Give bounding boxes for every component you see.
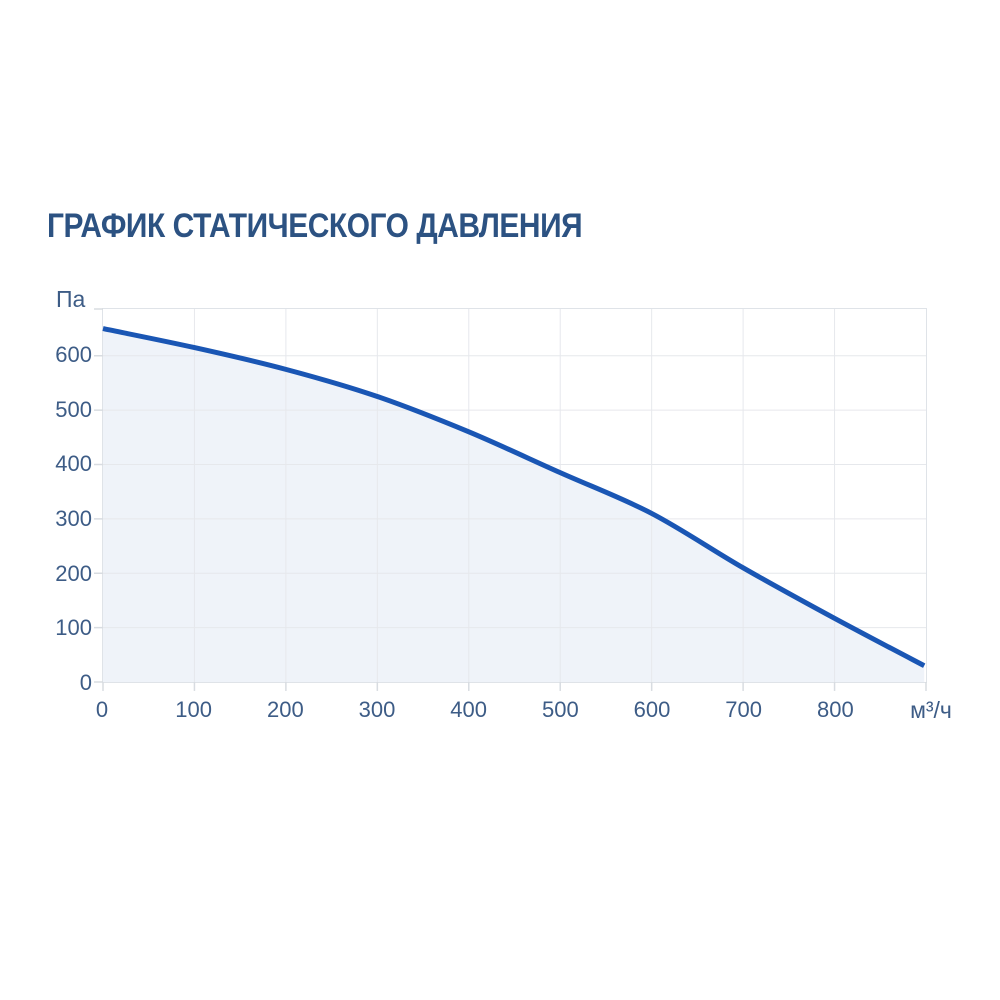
x-tick-label: 600 — [633, 697, 671, 722]
x-tick-label: 800 — [816, 697, 854, 722]
x-tick-label: 300 — [358, 697, 396, 722]
y-axis-unit-label: Па — [56, 286, 86, 312]
x-tick-label: 400 — [450, 697, 488, 722]
x-tick-label: 500 — [541, 697, 579, 722]
y-tick-label: 500 — [55, 396, 92, 422]
y-tick-label: 100 — [55, 615, 92, 641]
x-axis-unit-label: м³/ч — [910, 697, 952, 723]
x-tick-label: 0 — [95, 697, 109, 722]
y-tick-label: 200 — [55, 560, 92, 586]
x-tick-label: 200 — [266, 697, 304, 722]
y-tick-label: 0 — [79, 670, 92, 695]
chart-title: ГРАФИК СТАТИЧЕСКОГО ДАВЛЕНИЯ — [47, 207, 583, 245]
static-pressure-curve-chart — [94, 308, 927, 691]
y-tick-label: 600 — [55, 342, 92, 367]
plot-area — [94, 308, 927, 691]
y-tick-label: 400 — [55, 451, 92, 477]
x-tick-label: 700 — [725, 697, 763, 722]
x-tick-label: 100 — [175, 697, 213, 722]
y-tick-label: 300 — [55, 506, 92, 531]
